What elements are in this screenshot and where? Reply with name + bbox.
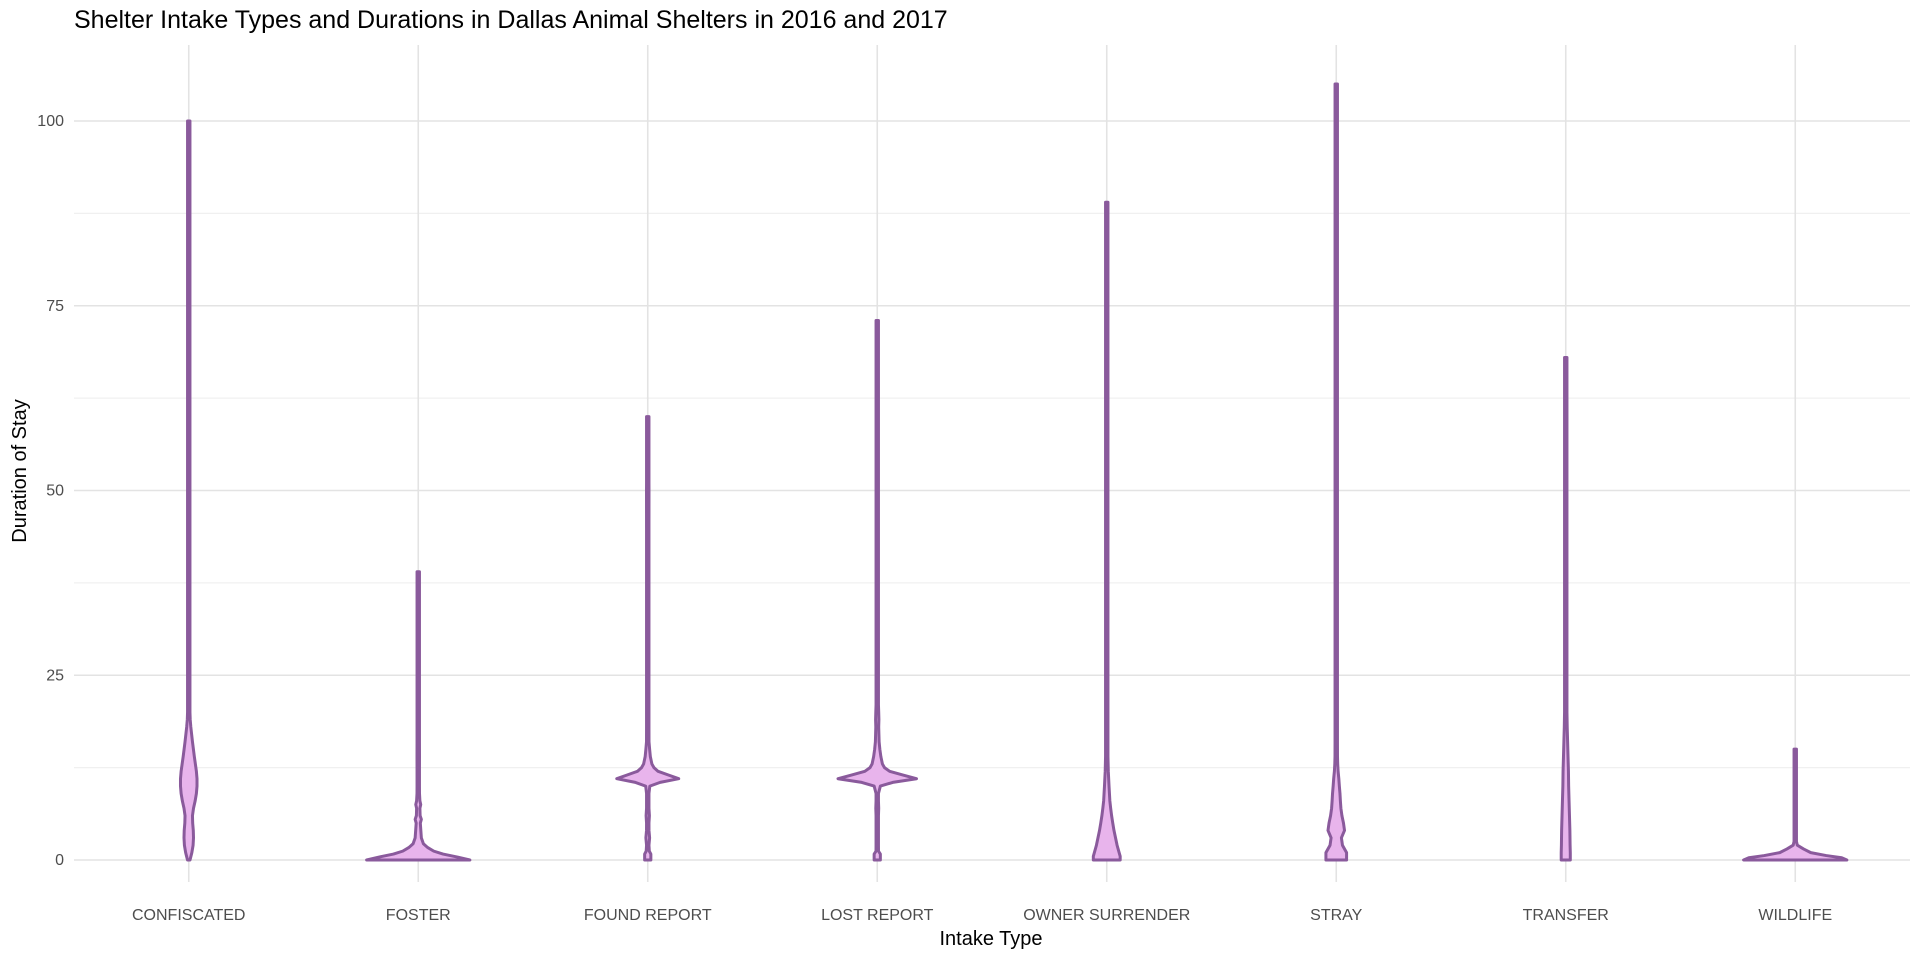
x-axis-title: Intake Type (939, 928, 1042, 950)
violin-foster (365, 570, 472, 862)
violin-confiscated (178, 119, 199, 862)
violin-lost-report (836, 319, 918, 862)
y-tick-label: 50 (46, 483, 64, 500)
x-axis-ticks: CONFISCATED FOSTER FOUND REPORT LOST REPORT… (132, 907, 1832, 924)
violin-wildlife (1742, 747, 1849, 862)
violin-transfer (1559, 355, 1572, 862)
violin-stray (1324, 82, 1349, 862)
violin-found-report (615, 415, 681, 862)
y-axis-title: Duration of Stay (9, 399, 31, 542)
y-tick-label: 0 (55, 852, 64, 869)
grid-lines (74, 45, 1910, 882)
x-tick-label: STRAY (1310, 907, 1362, 924)
chart-title: Shelter Intake Types and Durations in Da… (74, 6, 948, 34)
x-tick-label: WILDLIFE (1758, 907, 1832, 924)
x-tick-label: OWNER SURRENDER (1023, 907, 1190, 924)
x-tick-label: FOSTER (386, 907, 451, 924)
y-tick-label: 75 (46, 298, 64, 315)
y-axis-ticks: 0 25 50 75 100 (37, 113, 64, 869)
x-tick-label: LOST REPORT (821, 907, 934, 924)
x-tick-label: CONFISCATED (132, 907, 245, 924)
x-tick-label: FOUND REPORT (584, 907, 712, 924)
x-tick-label: TRANSFER (1523, 907, 1609, 924)
violins (178, 82, 1849, 862)
y-tick-label: 100 (37, 113, 64, 130)
violin-owner-surrender (1091, 200, 1122, 862)
y-tick-label: 25 (46, 667, 64, 684)
